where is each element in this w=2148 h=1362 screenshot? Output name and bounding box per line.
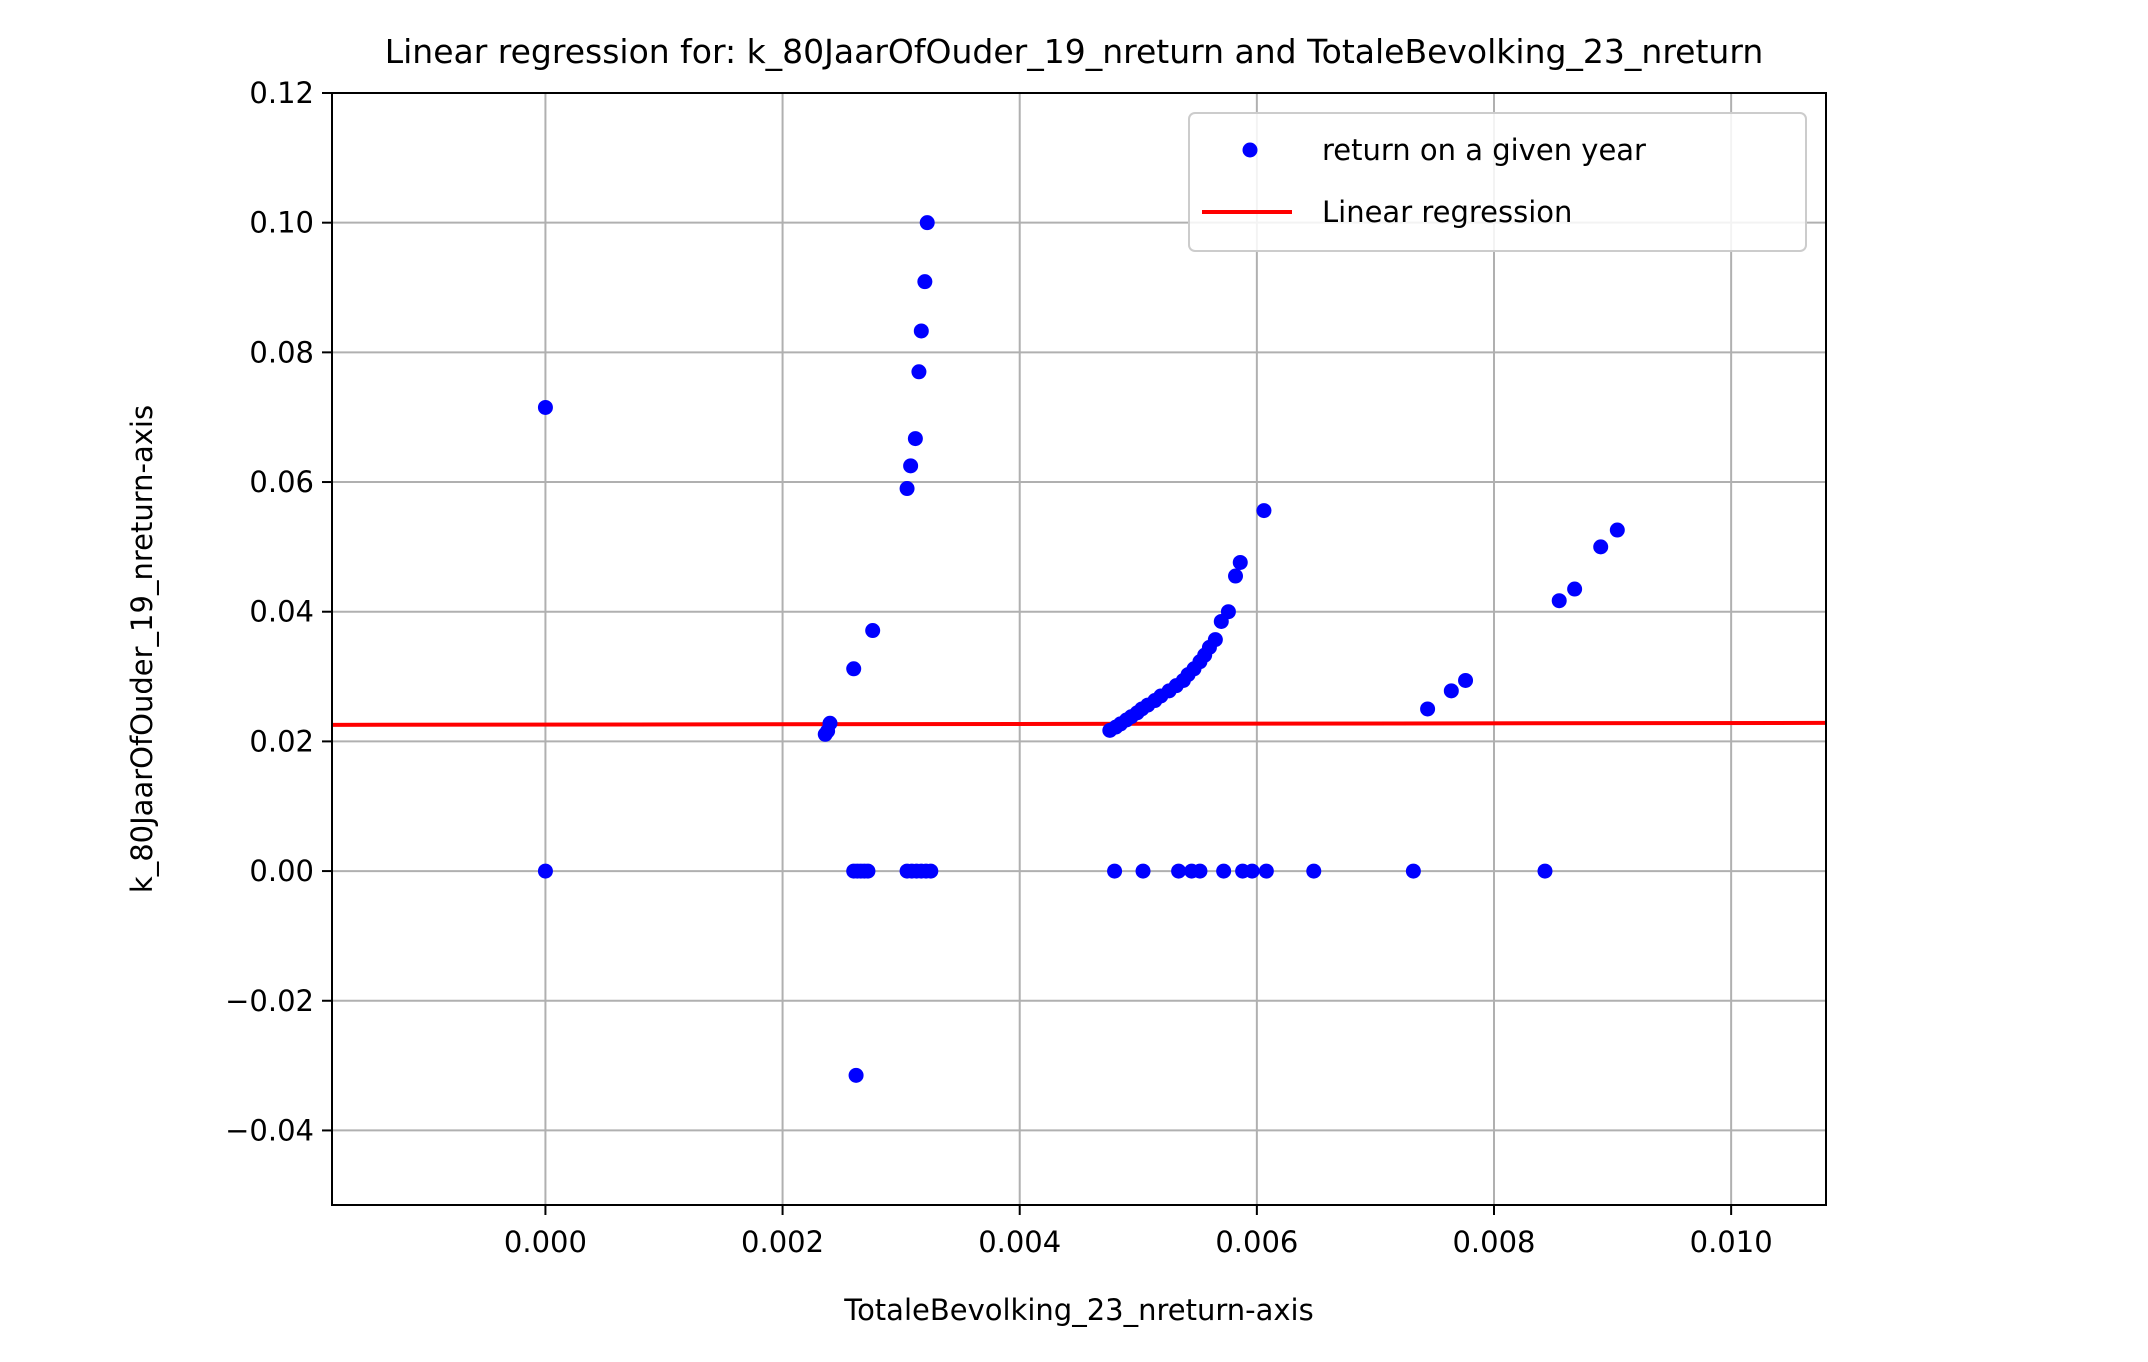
scatter-point [1207, 632, 1223, 648]
scatter-point [1458, 672, 1474, 688]
legend: return on a given year Linear regression [1188, 112, 1807, 252]
scatter-point [917, 274, 933, 290]
scatter-point [1192, 863, 1208, 879]
scatter-point [1171, 863, 1187, 879]
scatter-point [537, 863, 553, 879]
x-tick-label: 0.010 [1690, 1225, 1773, 1259]
x-tick-label: 0.002 [741, 1225, 824, 1259]
scatter-point [865, 623, 881, 639]
y-tick-label: 0.10 [249, 206, 314, 240]
scatter-point [1551, 593, 1567, 609]
x-axis-ticks: 0.000 0.002 0.004 0.006 0.008 0.010 [504, 1205, 1773, 1259]
scatter-point [1220, 604, 1236, 620]
y-tick-label: 0.00 [249, 854, 314, 888]
y-tick-label: −0.02 [225, 984, 314, 1018]
x-tick-label: 0.006 [1215, 1225, 1298, 1259]
scatter-points [537, 215, 1625, 1083]
y-tick-label: 0.06 [249, 465, 314, 499]
scatter-point [860, 863, 876, 879]
scatter-point [537, 399, 553, 415]
scatter-point [1216, 863, 1232, 879]
x-axis-label: TotaleBevolking_23_nreturn-axis [843, 1293, 1313, 1327]
legend-label-regression: Linear regression [1322, 195, 1572, 229]
scatter-point [1306, 863, 1322, 879]
x-tick-label: 0.000 [504, 1225, 587, 1259]
scatter-point [907, 431, 923, 447]
scatter-point [822, 715, 838, 731]
scatter-point [1107, 863, 1123, 879]
scatter-point [913, 323, 929, 339]
scatter-point [1609, 522, 1625, 538]
y-tick-label: −0.04 [225, 1113, 314, 1147]
scatter-point [903, 458, 919, 474]
scatter-point [1244, 863, 1260, 879]
scatter-point [1420, 701, 1436, 717]
y-axis-label: k_80JaarOfOuder_19_nreturn-axis [125, 405, 159, 893]
scatter-point [1567, 581, 1583, 597]
x-tick-label: 0.008 [1452, 1225, 1535, 1259]
legend-label-scatter: return on a given year [1322, 133, 1646, 167]
scatter-point [1593, 539, 1609, 555]
chart-title: Linear regression for: k_80JaarOfOuder_1… [385, 32, 1764, 71]
y-tick-label: 0.04 [249, 595, 314, 629]
scatter-point [1232, 554, 1248, 570]
scatter-point [1405, 863, 1421, 879]
scatter-point [846, 661, 862, 677]
x-tick-label: 0.004 [978, 1225, 1061, 1259]
y-axis-ticks: −0.04 −0.02 0.00 0.02 0.04 0.06 0.08 0.10 0.12 [225, 76, 332, 1147]
y-tick-label: 0.12 [249, 76, 314, 110]
scatter-point [1258, 863, 1274, 879]
plot-frame [331, 92, 1827, 1206]
scatter-point [1135, 863, 1151, 879]
scatter-point [1537, 863, 1553, 879]
scatter-point [923, 863, 939, 879]
y-tick-label: 0.02 [249, 724, 314, 758]
y-tick-label: 0.08 [249, 335, 314, 369]
legend-box [1188, 112, 1807, 252]
regression-line-layer [331, 720, 1827, 727]
scatter-point [911, 364, 927, 380]
scatter-point [899, 481, 915, 497]
legend-marker-scatter [1242, 142, 1258, 158]
scatter-point [1228, 568, 1244, 584]
scatter-point [1443, 683, 1459, 699]
scatter-point [1256, 503, 1272, 519]
scatter-point [919, 215, 935, 231]
scatter-point [848, 1067, 864, 1083]
regression-line [331, 720, 1827, 727]
